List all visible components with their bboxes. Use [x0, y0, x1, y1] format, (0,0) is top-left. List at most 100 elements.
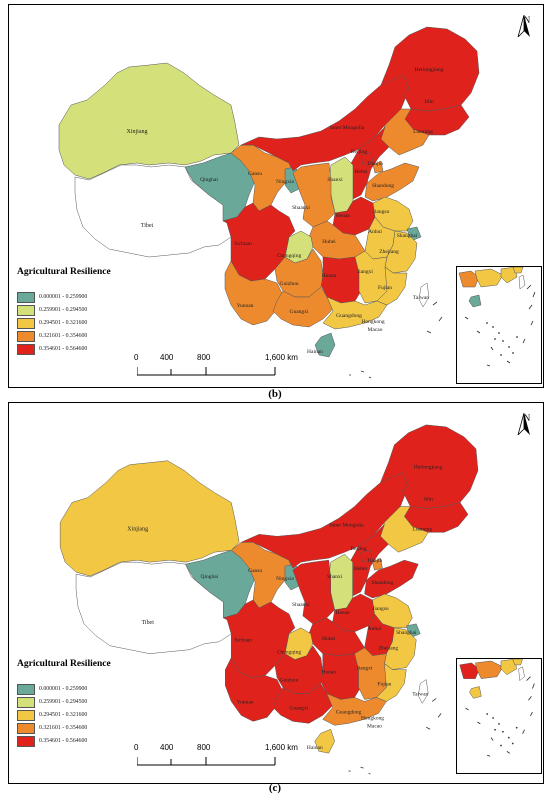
south-china-sea-inset [456, 658, 542, 774]
inset-island [486, 322, 488, 324]
province-guangxi [272, 683, 334, 724]
legend-title: Agricultural Resilience [17, 267, 111, 277]
inset-province-fujian [500, 267, 518, 284]
label-sichuan: Sichuan [234, 638, 252, 644]
label-shanghai: Shanghai [397, 233, 418, 239]
legend-item: 0.294501 - 0.321600 [17, 709, 167, 721]
label-shanxi: Shanxi [327, 574, 343, 580]
legend: Agricultural Resilience 0.000001 - 0.259… [17, 267, 167, 356]
province-guangdong [322, 692, 387, 726]
inset-province-hainan [468, 294, 482, 308]
province-taiwan [418, 282, 430, 308]
label-xinjiang: Xinjiang [127, 526, 148, 532]
legend-swatch [17, 317, 35, 329]
label-tianjin: Tianjin [367, 558, 383, 564]
inset-province-guangdong [474, 268, 504, 288]
legend-label: 0.354601 - 0.564600 [39, 738, 88, 744]
inset-island [498, 722, 500, 725]
north-arrow: N [517, 15, 537, 37]
legend-item: 0.354601 - 0.564600 [17, 343, 167, 355]
label-henan: Henan [336, 610, 351, 616]
province-hunan [320, 256, 362, 304]
label-gansu: Gansu [248, 568, 262, 574]
province-hainan [314, 728, 335, 754]
province-hainan [314, 332, 336, 358]
label-fujian: Fujian [377, 682, 391, 688]
label-anhui: Anhui [368, 626, 382, 632]
label-heilongjiang: Heilongjiang [415, 67, 444, 73]
legend-item: 0.321601 - 0.354600 [17, 330, 167, 342]
inset-island [500, 744, 502, 747]
province-gansu [230, 542, 294, 609]
label-anhui: Anhui [368, 229, 382, 235]
inset-province-taiwan [518, 666, 525, 682]
label-inner-mongolia: Inner Mongolia [330, 522, 365, 528]
province-shandong [364, 162, 420, 202]
label-guangxi: Guangxi [289, 705, 308, 711]
inset-province-hainan [469, 686, 482, 699]
inset-island [502, 340, 504, 342]
label-tianjin: Tianjin [367, 161, 383, 167]
inset-map [459, 659, 535, 757]
legend-label: 0.294501 - 0.321600 [39, 712, 88, 718]
province-tianjin [372, 160, 384, 174]
province-taiwan [417, 679, 429, 704]
label-hunan: Hunan [322, 273, 337, 279]
legend-swatch [17, 343, 35, 355]
label-shandong: Shandong [372, 580, 394, 586]
inset-island [498, 332, 500, 334]
label-yunnan: Yunnan [237, 699, 254, 705]
label-chongqing: Chongqing [277, 253, 302, 259]
province-guangdong [322, 296, 388, 330]
label-henan: Henan [336, 213, 351, 219]
label-tibet: Tibet [141, 223, 154, 229]
legend-item: 0.000001 - 0.259900 [17, 291, 167, 303]
legend-swatch [17, 709, 35, 721]
label-shaanxi: Shaanxi [292, 602, 310, 608]
inset-island [494, 338, 496, 340]
legend-swatch [17, 330, 35, 342]
legend-item: 0.000001 - 0.259900 [17, 683, 167, 695]
label-hebei: Hebei [354, 566, 368, 572]
province-heilongjiang [379, 424, 479, 509]
province-shaanxi [292, 559, 335, 625]
inset-island [515, 726, 518, 729]
inset-province-guangxi [459, 662, 480, 679]
legend-title: Agricultural Resilience [17, 659, 111, 669]
legend-item: 0.259901 - 0.294500 [17, 304, 167, 316]
province-shandong [364, 559, 419, 599]
inset-island [511, 742, 514, 745]
province-guangxi [272, 286, 334, 328]
label-fujian: Fujian [378, 285, 392, 291]
province-tianjin [372, 557, 383, 571]
province-fujian [376, 266, 408, 306]
province-heilongjiang [380, 26, 480, 112]
label-ningxia: Ningxia [276, 576, 294, 582]
inset-boundary-dashes [464, 284, 536, 367]
label-tibet: Tibet [141, 620, 154, 626]
inset-island [516, 336, 518, 338]
north-arrow-icon [517, 413, 530, 435]
legend-label: 0.259901 - 0.294500 [39, 307, 88, 313]
label-ningxia: Ningxia [276, 179, 294, 185]
label-guizhou: Guizhou [280, 281, 299, 287]
province-fujian [376, 663, 407, 702]
inset-island [502, 730, 504, 733]
legend-swatch [17, 683, 35, 695]
legend-label: 0.000001 - 0.259900 [39, 686, 88, 692]
china-map-b: Heilongjiang Jilin Liaoning Inner Mongolia X… [58, 26, 480, 379]
inset-province-zhejiang [512, 659, 523, 666]
inset-island [507, 736, 510, 739]
inset-island [500, 354, 502, 356]
province-beijing [360, 549, 373, 563]
label-jilin: Jilin [424, 99, 434, 105]
label-shanxi: Shanxi [327, 177, 343, 183]
label-jiangsu: Jiangsu [373, 209, 390, 215]
label-hongkong: Hongkong [361, 715, 384, 721]
label-hainan: Hainan [307, 349, 323, 355]
label-guangxi: Guangxi [290, 309, 309, 315]
legend-item: 0.354601 - 0.564600 [17, 735, 167, 747]
inset-island [492, 717, 494, 719]
label-sichuan: Sichuan [234, 241, 252, 247]
label-hongkong: Hongkong [361, 319, 384, 325]
